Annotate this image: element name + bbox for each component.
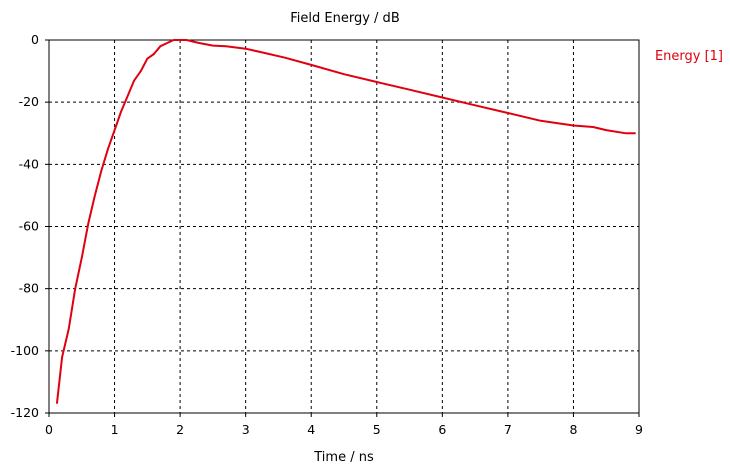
- series-line-energy: [55, 39, 636, 404]
- chart-title: Field Energy / dB: [290, 11, 399, 26]
- series-layer: [55, 39, 636, 404]
- grid-lines: [49, 40, 639, 413]
- y-tick-label: -20: [19, 94, 39, 109]
- y-axis-ticks: 0 -20 -40 -60 -80 -100 -120: [11, 32, 49, 420]
- x-tick-label: 0: [45, 422, 53, 437]
- y-tick-label: -40: [19, 156, 39, 171]
- y-tick-label: -120: [11, 405, 39, 420]
- x-tick-label: 9: [635, 422, 643, 437]
- x-axis-label: Time / ns: [313, 450, 374, 465]
- x-tick-label: 2: [176, 422, 184, 437]
- x-tick-label: 5: [373, 422, 381, 437]
- y-tick-label: -100: [11, 343, 39, 358]
- y-tick-label: -60: [19, 219, 39, 234]
- x-tick-label: 3: [242, 422, 250, 437]
- x-tick-label: 4: [307, 422, 315, 437]
- x-tick-label: 6: [438, 422, 446, 437]
- legend-entry-energy: Energy [1]: [655, 49, 723, 64]
- y-tick-label: 0: [31, 32, 39, 47]
- x-axis-ticks: 0 1 2 3 4 5 6 7 8 9: [45, 413, 643, 437]
- x-tick-label: 1: [111, 422, 119, 437]
- x-tick-label: 8: [569, 422, 577, 437]
- x-tick-label: 7: [504, 422, 512, 437]
- y-tick-label: -80: [19, 281, 39, 296]
